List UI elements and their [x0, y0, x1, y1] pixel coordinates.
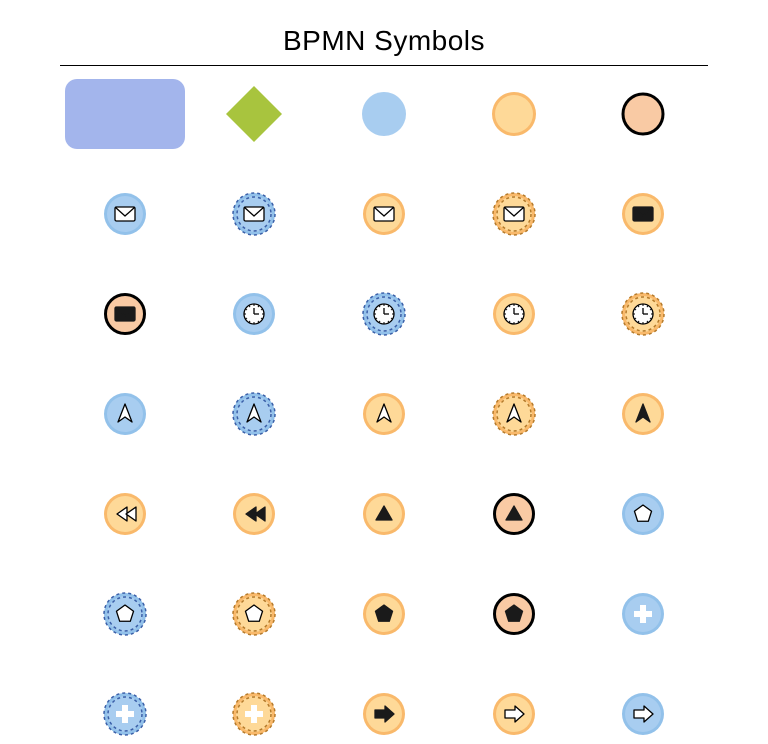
- envelope-blue-dashed-event-icon: [190, 184, 320, 244]
- envelope-peach-thick-event-icon: [60, 284, 190, 344]
- envelope-orange-solid-event-icon: [319, 184, 449, 244]
- arrowhead-orange-solid-event-icon: [578, 384, 708, 444]
- envelope-orange-solid-event-icon: [578, 184, 708, 244]
- clock-orange-dashed-event-icon: [578, 284, 708, 344]
- clock-orange-solid-event-icon: [449, 284, 579, 344]
- task-shape: [60, 84, 190, 144]
- start-event-shape: [319, 84, 449, 144]
- arrow-right-orange-solid-event-icon: [449, 684, 579, 744]
- arrowhead-orange-dashed-event-icon: [449, 384, 579, 444]
- pentagon-blue-solid-event-icon: [578, 484, 708, 544]
- title-divider: [60, 65, 708, 66]
- rewind-orange-solid-event-icon: [60, 484, 190, 544]
- clock-blue-dashed-event-icon: [319, 284, 449, 344]
- pentagon-blue-dashed-event-icon: [60, 584, 190, 644]
- envelope-blue-solid-event-icon: [60, 184, 190, 244]
- arrowhead-blue-solid-event-icon: [60, 384, 190, 444]
- rewind-orange-solid-event-icon: [190, 484, 320, 544]
- arrowhead-blue-dashed-event-icon: [190, 384, 320, 444]
- clock-blue-solid-event-icon: [190, 284, 320, 344]
- pentagon-orange-solid-event-icon: [319, 584, 449, 644]
- envelope-orange-dashed-event-icon: [449, 184, 579, 244]
- end-event-shape: [578, 84, 708, 144]
- triangle-up-peach-thick-event-icon: [449, 484, 579, 544]
- plus-blue-solid-event-icon: [578, 584, 708, 644]
- plus-orange-dashed-event-icon: [190, 684, 320, 744]
- page-title: BPMN Symbols: [60, 25, 708, 57]
- arrow-right-blue-solid-event-icon: [578, 684, 708, 744]
- pentagon-peach-thick-event-icon: [449, 584, 579, 644]
- arrowhead-orange-solid-event-icon: [319, 384, 449, 444]
- plus-blue-dashed-event-icon: [60, 684, 190, 744]
- pentagon-orange-dashed-event-icon: [190, 584, 320, 644]
- triangle-up-orange-solid-event-icon: [319, 484, 449, 544]
- intermediate-event-shape: [449, 84, 579, 144]
- arrow-right-orange-solid-event-icon: [319, 684, 449, 744]
- gateway-shape: [190, 84, 320, 144]
- symbol-grid: [60, 84, 708, 744]
